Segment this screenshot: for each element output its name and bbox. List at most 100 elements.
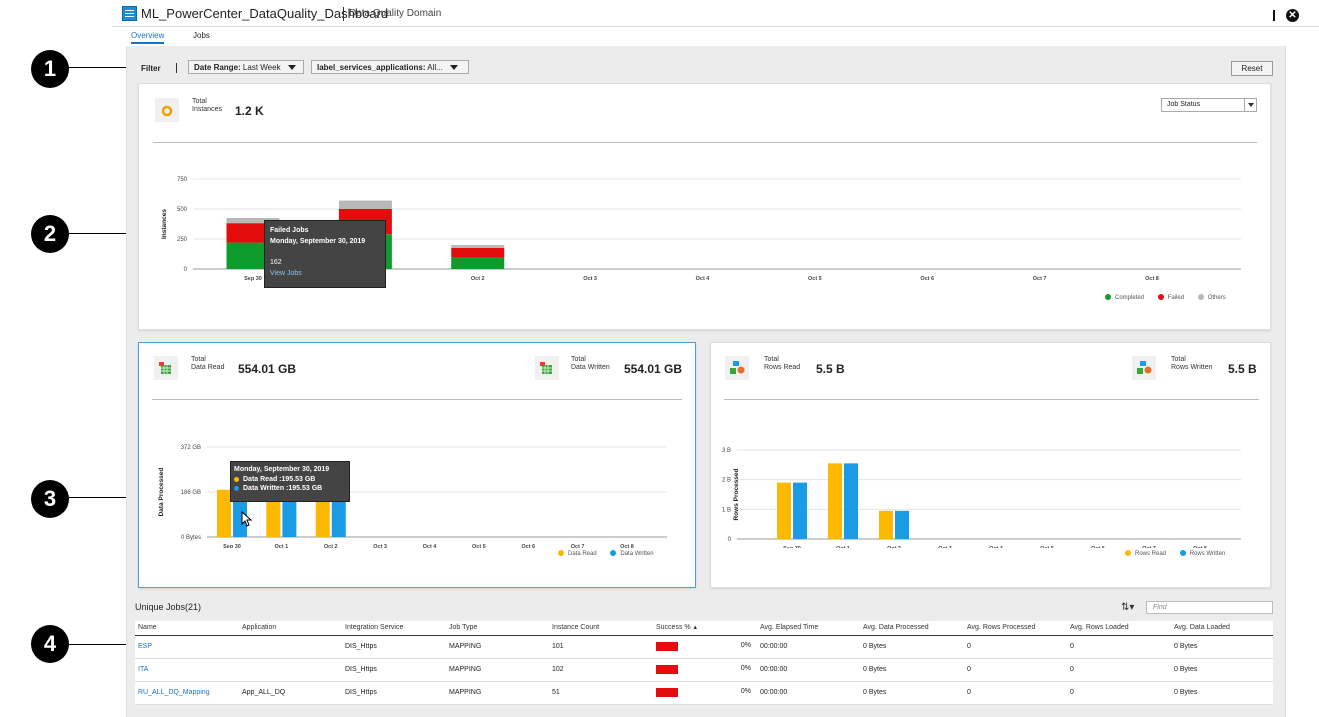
success-bar <box>656 688 678 697</box>
legend-failed[interactable]: Failed <box>1157 294 1184 301</box>
column-header[interactable]: Integration Service <box>342 621 446 636</box>
table-cell: MAPPING <box>446 658 549 682</box>
column-header[interactable]: Avg. Elapsed Time <box>757 621 860 636</box>
x-tick-label: Oct 2 <box>324 544 338 548</box>
close-icon[interactable]: ✕ <box>1286 9 1299 22</box>
bar[interactable] <box>879 510 893 539</box>
bar[interactable] <box>315 497 330 537</box>
x-tick-label: Sep 30 <box>223 544 241 548</box>
x-tick-label: Oct 7 <box>1033 276 1047 282</box>
rows-read-label: Total Rows Read <box>764 356 801 371</box>
y-tick-label: 186 GB <box>181 490 201 496</box>
y-axis-label: Instances <box>161 209 168 239</box>
column-header[interactable]: Success % ▲ <box>653 621 757 636</box>
column-header[interactable]: Job Type <box>446 621 549 636</box>
sort-icon[interactable]: ⇅▾ <box>1121 602 1135 613</box>
table-cell: 0 Bytes <box>1171 635 1273 659</box>
job-name-link[interactable]: ITA <box>135 658 239 682</box>
mouse-cursor-icon <box>241 511 253 527</box>
tab-jobs[interactable]: Jobs <box>193 31 210 40</box>
table-cell: 101 <box>549 635 653 659</box>
legend-data-written[interactable]: Data Written <box>610 550 654 557</box>
table-cell: 00:00:00 <box>757 681 860 705</box>
legend-data-read[interactable]: Data Read <box>558 550 597 557</box>
x-tick-label: Oct 5 <box>808 276 822 282</box>
bar[interactable] <box>777 482 791 539</box>
column-header[interactable]: Name <box>135 621 239 636</box>
bar[interactable] <box>844 463 858 539</box>
column-header[interactable]: Avg. Data Loaded <box>1171 621 1273 636</box>
date-range-dropdown[interactable]: Date Range: Last Week <box>188 60 304 74</box>
column-header[interactable]: Instance Count <box>549 621 653 636</box>
title-separator <box>343 7 344 21</box>
bar[interactable] <box>895 510 909 539</box>
x-tick-label: Oct 5 <box>1040 546 1054 548</box>
table-cell: 0 <box>964 635 1067 659</box>
date-range-label: Date Range: <box>194 63 241 72</box>
bar[interactable] <box>226 218 280 224</box>
tab-bar: Overview Jobs <box>112 27 1319 45</box>
table-cell: 0% <box>653 658 757 682</box>
bar[interactable] <box>451 248 505 258</box>
tab-overview[interactable]: Overview <box>131 31 165 44</box>
data-card: Total Data Read 554.01 GB Total Data Wri… <box>138 342 696 588</box>
column-header[interactable]: Avg. Data Processed <box>860 621 964 636</box>
y-tick-label: 250 <box>177 237 188 243</box>
kpi-divider <box>724 399 1259 400</box>
table-row[interactable]: RU_ALL_DQ_Mapping App_ALL_DQ DIS_Https MAPP… <box>135 681 1273 705</box>
bar[interactable] <box>331 497 346 537</box>
services-value: All... <box>427 63 443 72</box>
instances-kpi-icon <box>155 98 179 122</box>
column-header[interactable]: Avg. Rows Loaded <box>1067 621 1171 636</box>
column-header[interactable]: Application <box>239 621 342 636</box>
chevron-down-icon <box>287 65 296 70</box>
bar[interactable] <box>338 200 392 209</box>
legend-rows-read[interactable]: Rows Read <box>1125 550 1166 557</box>
data-read-icon <box>154 356 178 380</box>
callout-1: 1 <box>31 50 69 88</box>
legend-others[interactable]: Others <box>1197 294 1226 301</box>
table-cell: DIS_Https <box>342 681 446 705</box>
x-tick-label: Oct 8 <box>620 544 634 548</box>
rows-legend: Rows Read Rows Written <box>1125 550 1225 557</box>
filter-label: Filter <box>141 64 161 73</box>
job-status-select[interactable]: Job Status <box>1161 98 1257 112</box>
rows-processed-chart: 0 1 B 2 B 3 B Rows Processed Sep 30 Oct 1 Oct 2… <box>722 448 1241 548</box>
bar[interactable] <box>451 245 505 248</box>
legend-rows-written[interactable]: Rows Written <box>1179 550 1225 557</box>
data-written-icon <box>535 356 559 380</box>
job-name-link[interactable]: RU_ALL_DQ_Mapping <box>135 681 239 705</box>
table-row[interactable]: ESP DIS_Https MAPPING 101 0% 00:00:00 0 Bytes 0… <box>135 635 1273 659</box>
chevron-down-icon <box>1244 99 1256 111</box>
legend-completed[interactable]: Completed <box>1105 294 1144 301</box>
success-bar <box>656 665 678 674</box>
gear-table-icon <box>730 361 745 374</box>
gear-table-icon <box>1137 361 1152 374</box>
data-legend: Data Read Data Written <box>558 550 654 557</box>
x-tick-label: Oct 8 <box>1193 546 1207 548</box>
y-tick-label: 750 <box>177 177 188 183</box>
table-cell: 0 <box>1067 681 1171 705</box>
table-row[interactable]: ITA DIS_Https MAPPING 102 0% 00:00:00 0 Bytes 0… <box>135 658 1273 682</box>
bar[interactable] <box>451 257 505 269</box>
jobs-table: Name Application Integration Service Job Ty… <box>135 621 1273 705</box>
services-label: label_services_applications: <box>317 63 426 72</box>
bar[interactable] <box>828 463 842 539</box>
job-name-link[interactable]: ESP <box>135 635 239 659</box>
dashboard-icon <box>122 6 137 21</box>
x-tick-label: Sep 30 <box>783 546 801 548</box>
table-cell <box>239 635 342 659</box>
x-tick-label: Oct 2 <box>471 276 485 282</box>
date-range-value: Last Week <box>242 63 281 72</box>
filter-bar: Filter Date Range: Last Week label_servi… <box>127 58 1287 78</box>
column-header[interactable]: Avg. Rows Processed <box>964 621 1067 636</box>
bar[interactable] <box>217 489 231 537</box>
view-jobs-link[interactable]: View Jobs <box>270 270 302 277</box>
unique-jobs-title: Unique Jobs(21) <box>135 602 202 612</box>
find-input[interactable]: Find <box>1146 601 1273 614</box>
reset-button[interactable]: Reset <box>1231 61 1273 76</box>
services-dropdown[interactable]: label_services_applications: All... <box>311 60 469 74</box>
data-written-label: Total Data Written <box>571 356 610 371</box>
rows-written-label: Total Rows Written <box>1171 356 1213 371</box>
bar[interactable] <box>793 482 807 539</box>
